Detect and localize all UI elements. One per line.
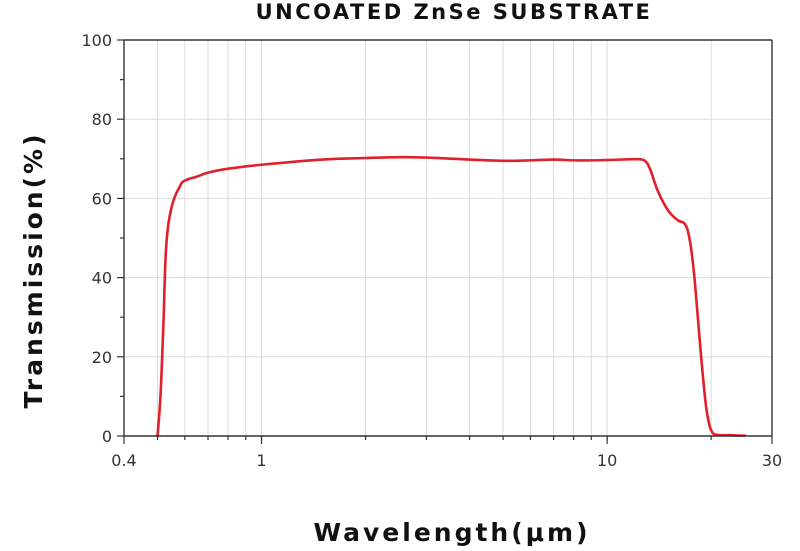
x-tick-label: 10: [597, 451, 617, 470]
y-tick-label: 20: [92, 348, 112, 367]
y-axis-ticks: 0 20 40 60 80 100: [81, 31, 124, 446]
y-tick-label: 40: [92, 269, 112, 288]
x-tick-label: 0.4: [111, 451, 136, 470]
y-tick-label: 80: [92, 110, 112, 129]
chart-title: UNCOATED ZnSe SUBSTRATE: [256, 0, 653, 24]
transmission-series-line: [156, 155, 746, 438]
grid: [124, 40, 772, 436]
x-tick-label: 1: [256, 451, 266, 470]
y-tick-label: 0: [102, 427, 112, 446]
x-axis-label: Wavelength(μm): [313, 518, 590, 547]
x-tick-label: 30: [762, 451, 782, 470]
x-axis-ticks: 0.4 1 10 30: [111, 436, 782, 470]
axes: [123, 39, 773, 437]
y-tick-label: 60: [92, 189, 112, 208]
y-axis-label: Transmission(%): [19, 131, 48, 408]
y-tick-label: 100: [81, 31, 112, 50]
